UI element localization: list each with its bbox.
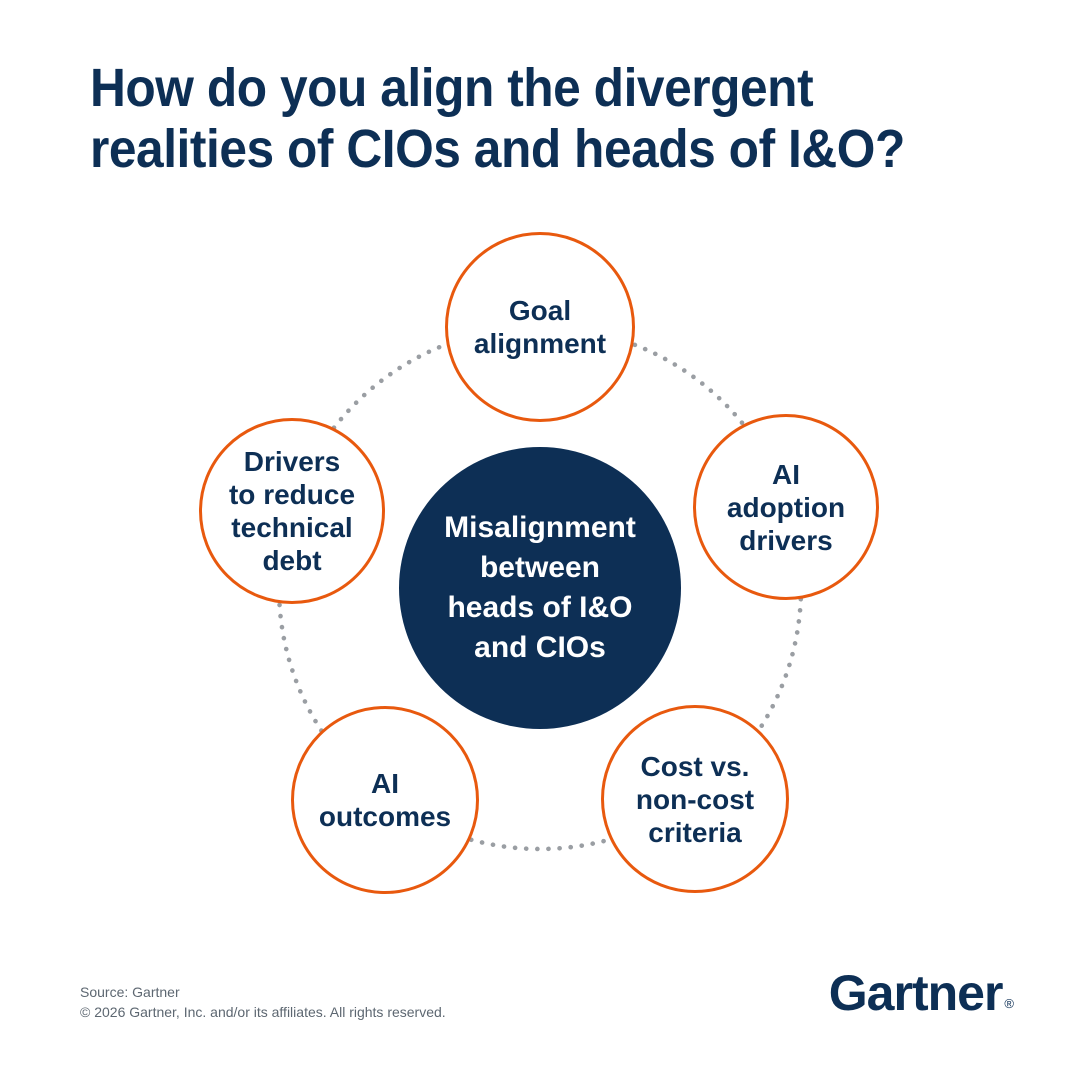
satellite-node-label: AI outcomes [318, 768, 452, 832]
page-title: How do you align the divergent realities… [90, 58, 905, 179]
node-ai-adoption-drivers: AI adoption drivers [693, 414, 879, 600]
node-ai-outcomes: AI outcomes [291, 706, 479, 894]
satellite-node-label: Drivers to reduce technical debt [228, 446, 356, 576]
registered-mark-icon: ® [1004, 996, 1014, 1011]
satellite-node-label: Goal alignment [473, 295, 607, 359]
footer-source: Source: Gartner [80, 984, 180, 1000]
center-node-label: Misalignment between heads of I&O and CI… [444, 511, 636, 664]
gartner-logo: Gartner ® [828, 964, 1014, 1022]
footer-copyright: © 2026 Gartner, Inc. and/or its affiliat… [80, 1004, 446, 1020]
gartner-logo-text: Gartner [828, 965, 1004, 1021]
footer: Source: Gartner © 2026 Gartner, Inc. and… [80, 982, 446, 1022]
satellite-node-label: AI adoption drivers [726, 458, 846, 556]
node-goal-alignment: Goal alignment [445, 232, 635, 422]
satellite-node-label: Cost vs. non-cost criteria [635, 750, 755, 848]
node-drivers-to-reduce-technical-debt: Drivers to reduce technical debt [199, 418, 385, 604]
node-cost-vs-non-cost-criteria: Cost vs. non-cost criteria [601, 705, 789, 893]
center-node-misalignment: Misalignment between heads of I&O and CI… [399, 447, 681, 729]
